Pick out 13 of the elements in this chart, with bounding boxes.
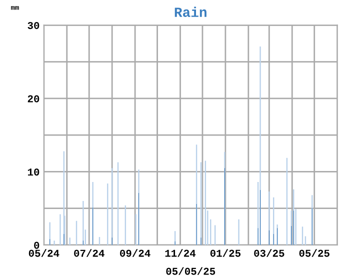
x-tick-label: 05/25 [299, 249, 330, 257]
x-tick-label: 05/24 [28, 249, 60, 257]
chart-title: Rain [174, 6, 206, 18]
x-tick-label: 03/25 [254, 249, 284, 257]
x-axis-title: 05/05/25 [166, 267, 216, 275]
y-tick-label: 10 [28, 168, 40, 176]
x-tick-label: 01/25 [210, 249, 241, 257]
x-tick-label: 09/24 [120, 249, 150, 257]
y-tick-label: 30 [28, 22, 40, 30]
x-tick-label: 07/24 [74, 249, 104, 257]
x-tick-label: 11/24 [165, 249, 196, 257]
y-tick-label: 0 [34, 242, 40, 249]
y-tick-label: 20 [28, 95, 40, 102]
